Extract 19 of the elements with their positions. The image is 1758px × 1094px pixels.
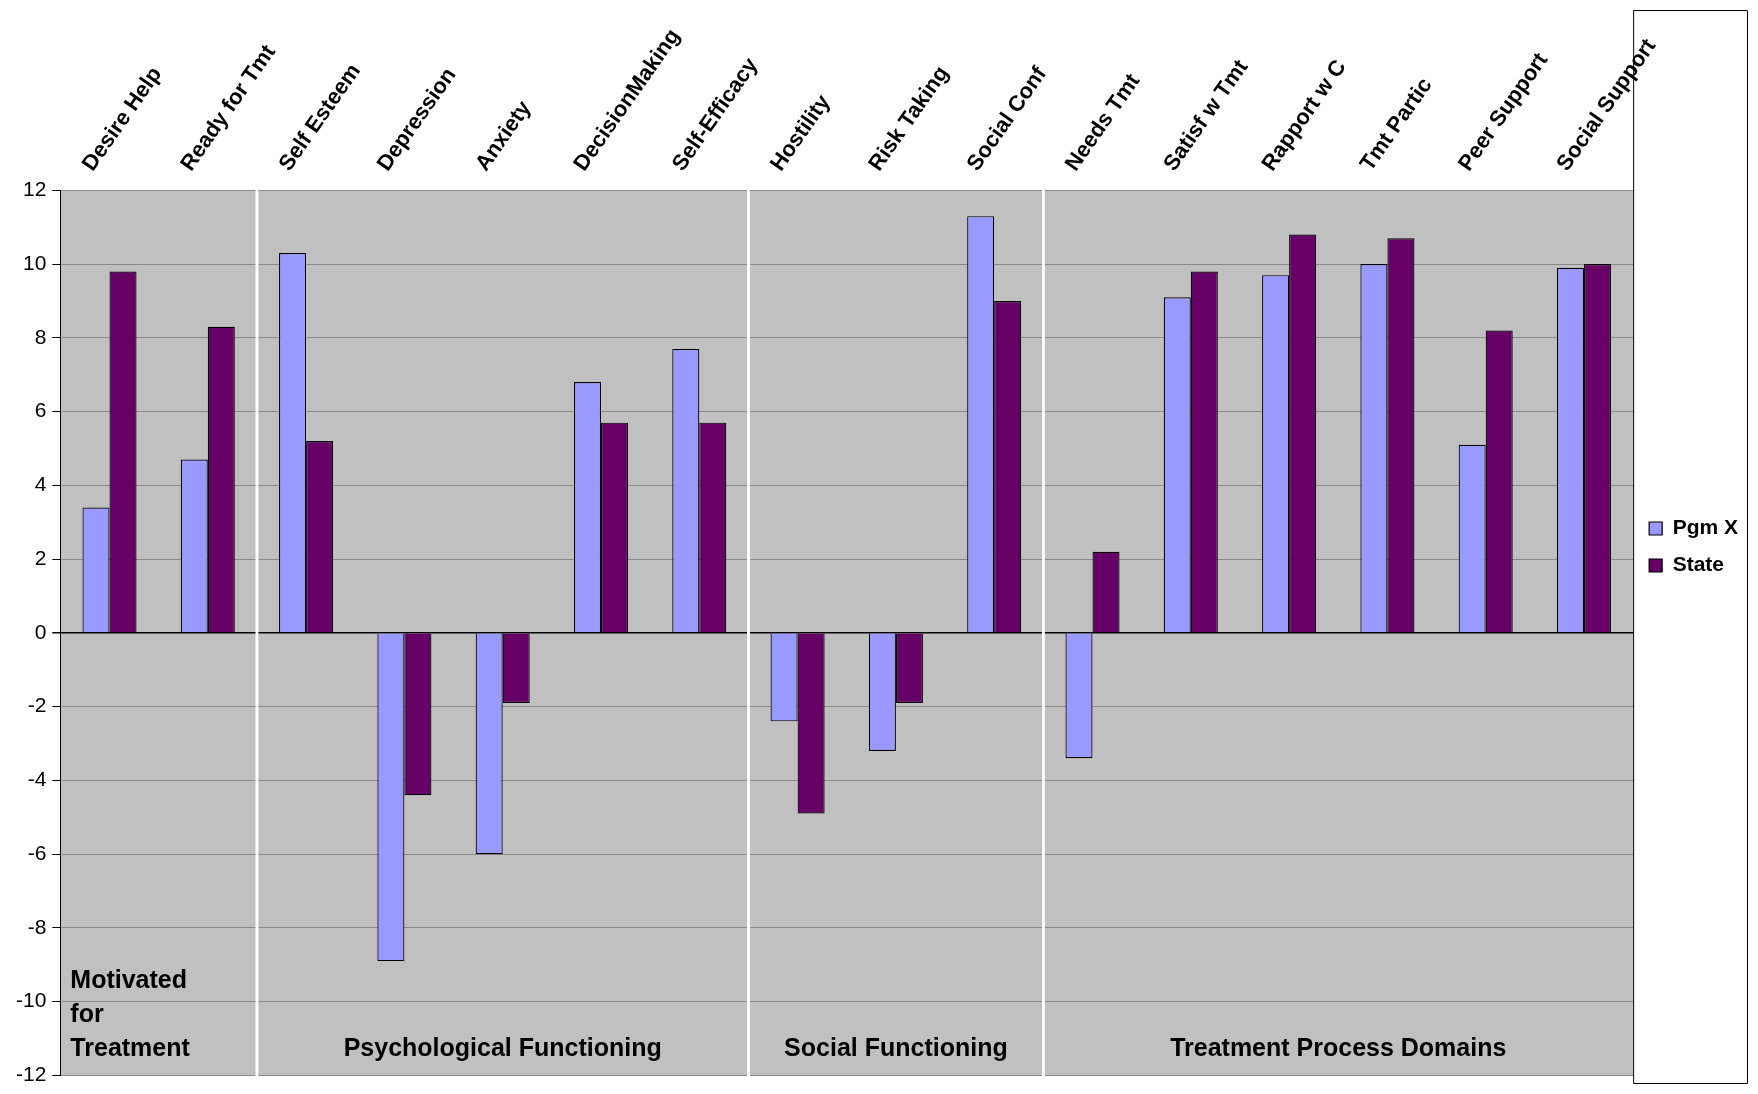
annotation: Treatment Process Domains (1170, 1032, 1507, 1061)
annotation: Social Functioning (784, 1032, 1008, 1061)
y-tick-label: 4 (34, 472, 47, 496)
y-tick-label: 10 (22, 250, 47, 274)
y-tick-label: -4 (27, 767, 47, 791)
y-tick-label: -2 (27, 693, 47, 717)
legend-label: State (1672, 552, 1725, 576)
y-tick-label: 12 (22, 177, 47, 201)
y-tick-label: -8 (27, 914, 47, 938)
y-tick-label: -10 (15, 988, 47, 1012)
y-tick-label: 6 (34, 398, 47, 422)
legend-label: Pgm X (1672, 515, 1739, 539)
y-tick-label: 2 (34, 545, 47, 569)
y-tick-label: -6 (27, 840, 47, 864)
y-tick-label: -12 (15, 1062, 47, 1086)
annotation: Motivated for Treatment (70, 964, 191, 1061)
annotation: Psychological Functioning (343, 1032, 662, 1061)
y-tick-label: 0 (34, 619, 47, 643)
y-tick-label: 8 (34, 324, 47, 348)
